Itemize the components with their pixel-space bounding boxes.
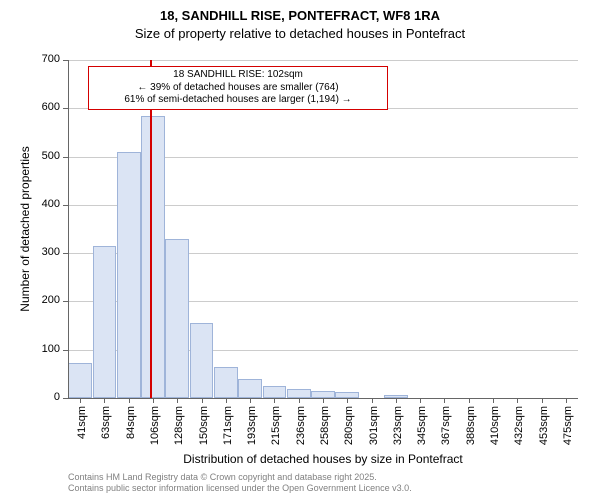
x-tick: [299, 398, 300, 403]
x-tick-label: 41sqm: [76, 406, 88, 456]
y-tick-label: 300: [28, 246, 60, 258]
x-tick-label: 301sqm: [368, 406, 380, 456]
x-tick: [129, 398, 130, 403]
chart-title-line2: Size of property relative to detached ho…: [0, 26, 600, 41]
x-tick-label: 128sqm: [173, 406, 185, 456]
x-tick: [323, 398, 324, 403]
y-tick-label: 400: [28, 198, 60, 210]
x-tick-label: 193sqm: [246, 406, 258, 456]
x-tick-label: 432sqm: [513, 406, 525, 456]
attribution-line2: Contains public sector information licen…: [68, 483, 412, 494]
reference-line: [150, 60, 152, 398]
y-tick: [63, 108, 68, 109]
y-tick: [63, 350, 68, 351]
x-tick-label: 388sqm: [465, 406, 477, 456]
attribution-line1: Contains HM Land Registry data © Crown c…: [68, 472, 412, 483]
histogram-bar: [214, 367, 238, 398]
x-tick: [444, 398, 445, 403]
x-tick-label: 410sqm: [489, 406, 501, 456]
x-tick-label: 367sqm: [440, 406, 452, 456]
histogram-bar: [263, 386, 287, 398]
histogram-bar: [238, 379, 262, 398]
x-tick: [347, 398, 348, 403]
x-tick: [177, 398, 178, 403]
attribution-text: Contains HM Land Registry data © Crown c…: [68, 472, 412, 494]
callout-line-1: 18 SANDHILL RISE: 102sqm: [93, 69, 383, 82]
x-tick: [153, 398, 154, 403]
callout-box: 18 SANDHILL RISE: 102sqm← 39% of detache…: [88, 66, 388, 110]
y-tick: [63, 253, 68, 254]
chart-title-line1: 18, SANDHILL RISE, PONTEFRACT, WF8 1RA: [0, 8, 600, 23]
x-tick: [542, 398, 543, 403]
histogram-bar: [311, 391, 335, 398]
x-tick: [566, 398, 567, 403]
x-tick: [372, 398, 373, 403]
y-tick-label: 500: [28, 150, 60, 162]
x-tick-label: 453sqm: [538, 406, 550, 456]
x-tick: [250, 398, 251, 403]
y-tick: [63, 157, 68, 158]
x-tick-label: 84sqm: [125, 406, 137, 456]
y-tick-label: 600: [28, 101, 60, 113]
plot-area: 18 SANDHILL RISE: 102sqm← 39% of detache…: [68, 60, 578, 398]
x-tick: [420, 398, 421, 403]
y-gridline: [68, 60, 578, 61]
histogram-bar: [141, 116, 165, 398]
x-tick: [493, 398, 494, 403]
histogram-bar: [93, 246, 117, 398]
x-tick: [517, 398, 518, 403]
y-tick: [63, 301, 68, 302]
x-tick-label: 171sqm: [222, 406, 234, 456]
y-tick: [63, 205, 68, 206]
x-tick-label: 345sqm: [416, 406, 428, 456]
x-tick-label: 236sqm: [295, 406, 307, 456]
histogram-bar: [117, 152, 141, 398]
y-axis-line: [68, 60, 69, 398]
histogram-bar: [68, 363, 92, 398]
x-tick-label: 323sqm: [392, 406, 404, 456]
y-tick-label: 0: [28, 391, 60, 403]
x-tick-label: 215sqm: [270, 406, 282, 456]
x-tick-label: 258sqm: [319, 406, 331, 456]
y-tick-label: 700: [28, 53, 60, 65]
x-tick-label: 106sqm: [149, 406, 161, 456]
y-tick-label: 100: [28, 343, 60, 355]
histogram-bar: [190, 323, 214, 398]
y-tick: [63, 398, 68, 399]
x-tick: [202, 398, 203, 403]
y-tick: [63, 60, 68, 61]
x-tick: [226, 398, 227, 403]
x-tick: [274, 398, 275, 403]
callout-line-3: 61% of semi-detached houses are larger (…: [93, 94, 383, 107]
x-tick: [80, 398, 81, 403]
x-tick-label: 280sqm: [343, 406, 355, 456]
histogram-bar: [287, 389, 311, 398]
x-tick: [396, 398, 397, 403]
callout-line-2: ← 39% of detached houses are smaller (76…: [93, 82, 383, 95]
x-tick-label: 63sqm: [100, 406, 112, 456]
histogram-bar: [165, 239, 189, 398]
y-tick-label: 200: [28, 294, 60, 306]
x-tick: [104, 398, 105, 403]
x-tick-label: 150sqm: [198, 406, 210, 456]
x-tick: [469, 398, 470, 403]
x-tick-label: 475sqm: [562, 406, 574, 456]
